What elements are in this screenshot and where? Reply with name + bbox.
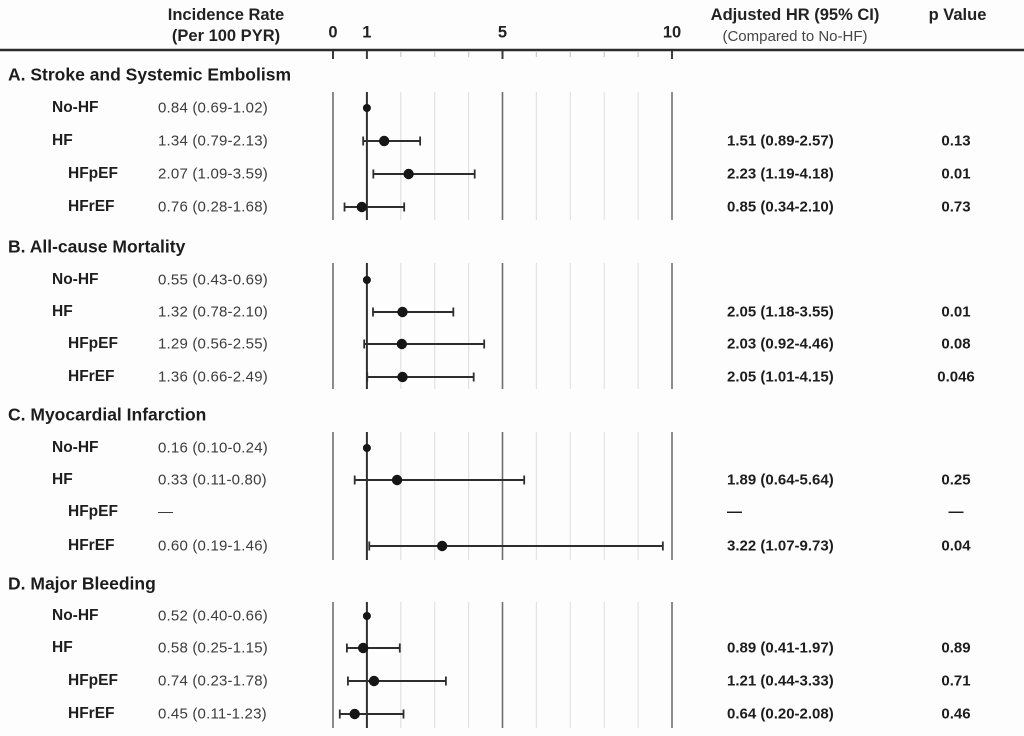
row-incidence-value: 0.76 (0.28-1.68) <box>158 198 268 216</box>
hr-point <box>436 540 448 552</box>
row-hr-value: 0.85 (0.34-2.10) <box>727 198 834 216</box>
row-p-value: 0.046 <box>937 368 975 386</box>
hr-point <box>368 675 380 687</box>
section-title: D. Major Bleeding <box>8 573 156 594</box>
row-p-value: 0.71 <box>941 672 971 690</box>
row-group-label: HFpEF <box>68 503 118 520</box>
row-hr-value: 2.05 (1.18-3.55) <box>727 303 834 321</box>
incidence-header-units: (Per 100 PYR) <box>171 27 281 45</box>
section-title: C. Myocardial Infarction <box>8 404 207 425</box>
row-group-label: No-HF <box>52 271 99 288</box>
hr-point <box>349 708 360 720</box>
row-incidence-value: 0.58 (0.25-1.15) <box>158 639 268 657</box>
hr-point <box>397 371 408 383</box>
row-hr-value: 1.89 (0.64-5.64) <box>727 471 834 489</box>
hr-point-reference <box>362 612 371 620</box>
incidence-column-header: Incidence Rate (Per 100 PYR) <box>120 5 332 47</box>
row-p-value: 0.08 <box>941 335 971 353</box>
row-incidence-value: 2.07 (1.09-3.59) <box>158 165 268 183</box>
row-group-label: HF <box>52 639 73 656</box>
row-group-label: No-HF <box>52 607 99 624</box>
row-hr-value: 0.64 (0.20-2.08) <box>727 705 834 723</box>
row-group-label: No-HF <box>52 439 99 456</box>
row-p-value: 0.13 <box>941 132 971 150</box>
row-p-value: 0.04 <box>941 537 971 555</box>
row-hr-value: 1.51 (0.89-2.57) <box>727 132 834 150</box>
row-incidence-value: 0.33 (0.11-0.80) <box>158 471 267 489</box>
row-hr-value: 3.22 (1.07-9.73) <box>727 537 834 555</box>
row-hr-value: — <box>727 503 742 521</box>
row-p-value: 0.73 <box>941 198 971 216</box>
row-group-label: HFrEF <box>68 705 115 722</box>
incidence-header-title: Incidence Rate <box>167 6 285 24</box>
hr-point-reference <box>362 276 371 284</box>
row-incidence-value: 0.60 (0.19-1.46) <box>158 537 268 555</box>
hr-point <box>397 306 408 318</box>
row-p-value: 0.01 <box>941 165 971 183</box>
row-group-label: HF <box>52 303 73 320</box>
row-group-label: HFpEF <box>68 672 118 689</box>
row-hr-value: 0.89 (0.41-1.97) <box>727 639 834 657</box>
section-title: A. Stroke and Systemic Embolism <box>8 64 292 85</box>
row-incidence-value: 0.55 (0.43-0.69) <box>158 271 268 289</box>
row-p-value: 0.25 <box>941 471 971 489</box>
row-incidence-value: 1.34 (0.79-2.13) <box>158 132 268 150</box>
hr-point <box>357 642 369 654</box>
row-incidence-value: 1.29 (0.56-2.55) <box>158 335 268 353</box>
hr-point-reference <box>362 444 371 452</box>
row-p-value: — <box>948 503 964 521</box>
hr-point <box>403 168 414 180</box>
axis-tick-label: 5 <box>497 23 508 42</box>
row-hr-value: 1.21 (0.44-3.33) <box>727 672 834 690</box>
hr-point <box>396 338 408 350</box>
row-incidence-value: 0.52 (0.40-0.66) <box>158 607 268 625</box>
row-incidence-value: 1.32 (0.78-2.10) <box>158 303 268 321</box>
row-group-label: HFrEF <box>68 537 115 554</box>
row-incidence-value: 0.84 (0.69-1.02) <box>158 99 268 117</box>
row-group-label: HFpEF <box>68 335 118 352</box>
axis-tick-label: 0 <box>328 23 338 42</box>
hr-header-title: Adjusted HR (95% CI) <box>710 6 880 24</box>
row-group-label: HFrEF <box>68 198 115 215</box>
row-p-value: 0.01 <box>941 303 971 321</box>
row-p-value: 0.46 <box>941 705 971 723</box>
row-group-label: No-HF <box>52 99 99 116</box>
row-hr-value: 2.05 (1.01-4.15) <box>727 368 834 386</box>
row-hr-value: 2.23 (1.19-4.18) <box>727 165 834 183</box>
row-incidence-value: 0.74 (0.23-1.78) <box>158 672 268 690</box>
row-group-label: HF <box>52 132 73 149</box>
row-group-label: HF <box>52 471 73 488</box>
row-hr-value: 2.03 (0.92-4.46) <box>727 335 834 353</box>
hr-header-subtitle: (Compared to No-HF) <box>722 28 868 45</box>
axis-tick-label: 10 <box>662 23 682 42</box>
hr-column-header: Adjusted HR (95% CI) (Compared to No-HF) <box>690 5 900 47</box>
row-incidence-value: — <box>158 503 174 521</box>
row-group-label: HFrEF <box>68 368 115 385</box>
axis-tick-label: 1 <box>362 23 372 42</box>
hr-point <box>378 135 390 147</box>
row-incidence-value: 0.16 (0.10-0.24) <box>158 439 268 457</box>
pvalue-header-title: p Value <box>928 6 987 24</box>
row-p-value: 0.89 <box>941 639 971 657</box>
hr-point <box>356 201 368 213</box>
row-incidence-value: 0.45 (0.11-1.23) <box>158 705 267 723</box>
row-incidence-value: 1.36 (0.66-2.49) <box>158 368 268 386</box>
hr-point-reference <box>362 104 371 112</box>
pvalue-column-header: p Value <box>905 5 1010 26</box>
row-group-label: HFpEF <box>68 165 118 182</box>
section-title: B. All-cause Mortality <box>8 236 186 257</box>
hr-point <box>391 474 403 486</box>
